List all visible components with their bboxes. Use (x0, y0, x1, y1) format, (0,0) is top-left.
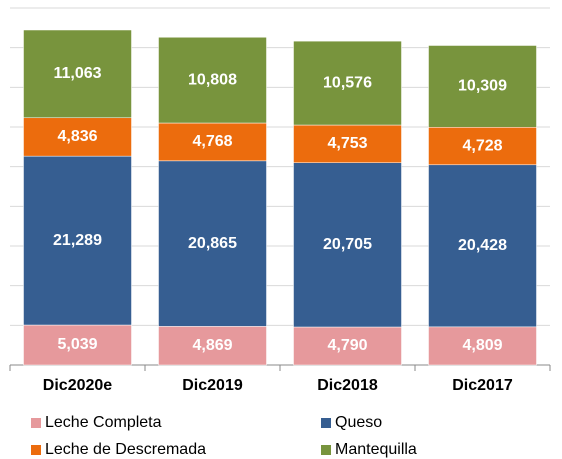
data-label: 5,039 (57, 336, 97, 353)
data-label: 4,768 (192, 133, 232, 150)
legend-label: Mantequilla (335, 441, 417, 458)
data-label: 20,865 (188, 235, 237, 252)
x-tick-label: Dic2018 (317, 377, 378, 394)
bar-segment (428, 326, 537, 366)
data-label: 20,705 (323, 236, 372, 253)
bar-segment (293, 162, 402, 328)
data-label: 4,728 (462, 137, 502, 154)
bar-segment (293, 326, 402, 366)
data-label: 21,289 (53, 232, 102, 249)
legend-swatch (321, 445, 331, 455)
x-tick-label: Dic2020e (43, 377, 112, 394)
bar-segment (23, 324, 132, 366)
data-label: 4,809 (462, 337, 502, 354)
bar-segment (293, 124, 402, 163)
bar-segment (428, 127, 537, 166)
data-label: 4,753 (327, 135, 367, 152)
legend-label: Queso (335, 414, 382, 431)
bar-segment (23, 155, 132, 326)
data-label: 10,309 (458, 78, 507, 95)
x-tick-label: Dic2019 (182, 377, 243, 394)
data-label: 10,576 (323, 74, 372, 91)
data-label: 4,836 (57, 128, 97, 145)
legend-swatch (321, 418, 331, 428)
bar-segment (158, 326, 267, 366)
legend-label: Leche Completa (45, 414, 162, 431)
legend-swatch (31, 418, 41, 428)
data-label: 11,063 (53, 65, 101, 82)
bar-segment (428, 164, 537, 328)
bar-segment (23, 29, 132, 119)
data-label: 20,428 (458, 237, 507, 254)
x-tick-label: Dic2017 (452, 377, 513, 394)
bar-segment (428, 45, 537, 128)
data-label: 4,790 (327, 337, 367, 354)
data-label: 10,808 (188, 71, 237, 88)
bar-segment (158, 160, 267, 327)
bar-segment (158, 37, 267, 124)
data-label: 4,869 (192, 337, 232, 354)
legend-label: Leche de Descremada (45, 441, 206, 458)
bar-segment (293, 40, 402, 126)
legend-swatch (31, 445, 41, 455)
bar-segment (23, 117, 132, 157)
